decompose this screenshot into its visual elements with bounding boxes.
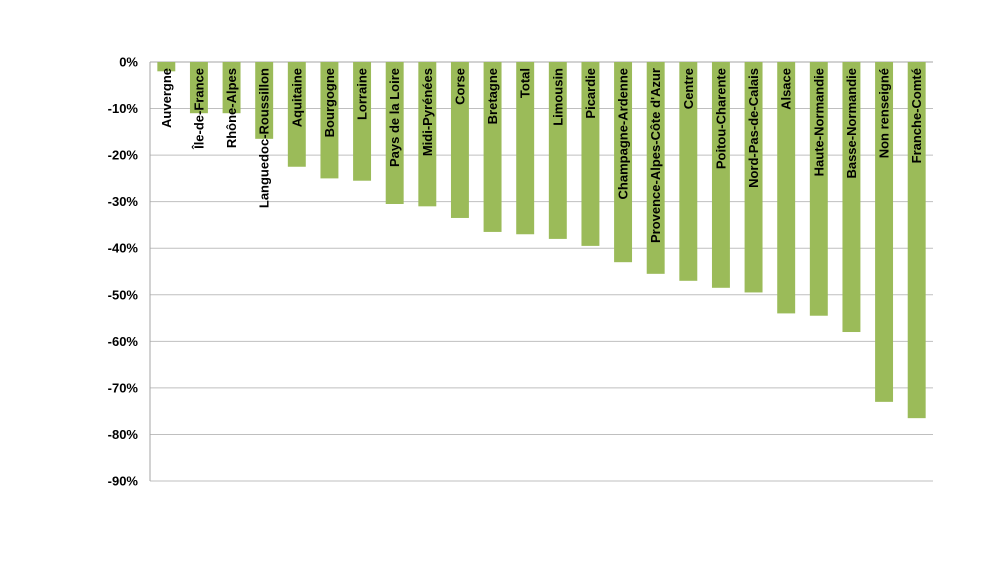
bar: [614, 62, 633, 263]
bar: [222, 62, 241, 114]
bar: [320, 62, 339, 179]
y-tick-label: -70%: [108, 380, 139, 395]
y-tick-label: -50%: [108, 287, 139, 302]
category-label: Limousin: [550, 68, 565, 126]
bar: [744, 62, 763, 293]
category-label: Alsace: [779, 68, 794, 110]
category-label: Bretagne: [485, 68, 500, 124]
bar: [875, 62, 894, 402]
bar: [842, 62, 861, 333]
y-tick-label: -40%: [108, 241, 139, 256]
bar: [483, 62, 502, 232]
category-label: Champagne-Ardenne: [616, 68, 631, 199]
bar: [385, 62, 404, 204]
bar: [157, 62, 176, 72]
bar: [418, 62, 437, 207]
bar: [907, 62, 926, 419]
bar: [548, 62, 567, 239]
y-tick-label: -80%: [108, 427, 139, 442]
bar: [646, 62, 665, 274]
category-label: Languedoc-Roussillon: [257, 68, 272, 208]
bar: [809, 62, 828, 316]
category-label: Aquitaine: [289, 68, 304, 127]
bar: [189, 62, 208, 114]
category-label: Haute-Normandie: [811, 68, 826, 176]
category-label: Rhône-Alpes: [224, 68, 239, 148]
y-tick-label: -60%: [108, 334, 139, 349]
bar: [679, 62, 698, 281]
y-tick-label: -10%: [108, 101, 139, 116]
y-tick-label: -30%: [108, 194, 139, 209]
category-label: Bourgogne: [322, 68, 337, 137]
category-label: Midi-Pyrénées: [420, 68, 435, 156]
bar: [581, 62, 600, 246]
category-label: Picardie: [583, 68, 598, 119]
category-label: Poitou-Charente: [713, 68, 728, 169]
y-tick-label: -90%: [108, 474, 139, 489]
category-label: Nord-Pas-de-Calais: [746, 68, 761, 188]
category-label: Provence-Alpes-Côte d'Azur: [648, 68, 663, 243]
gridlines: [150, 61, 933, 482]
category-label: Auvergne: [159, 68, 174, 128]
category-label: Corse: [452, 68, 467, 105]
category-label: Basse-Normandie: [844, 68, 859, 179]
bars: [157, 62, 926, 419]
bar: [516, 62, 535, 235]
y-tick-label: -20%: [108, 148, 139, 163]
category-label: Non renseigné: [877, 68, 892, 158]
category-label: Pays de la Loire: [387, 68, 402, 167]
y-axis: 0% -10% -20% -30% -40% -50% -60% -70% -80% -90%: [108, 55, 151, 489]
y-tick-label: 0%: [119, 55, 138, 70]
category-labels: Auvergne Île-de-France Rhône-Alpes Languedo…: [159, 68, 924, 243]
bar: [255, 62, 274, 139]
bar: [711, 62, 730, 288]
category-label: Lorraine: [355, 68, 370, 120]
category-label: Total: [518, 68, 533, 98]
bar: [777, 62, 796, 314]
category-label: Île-de-France: [191, 68, 206, 150]
bar: [287, 62, 306, 167]
category-label: Centre: [681, 68, 696, 109]
bar: [450, 62, 469, 218]
category-label: Franche-Comté: [909, 68, 924, 163]
bar: [353, 62, 372, 181]
